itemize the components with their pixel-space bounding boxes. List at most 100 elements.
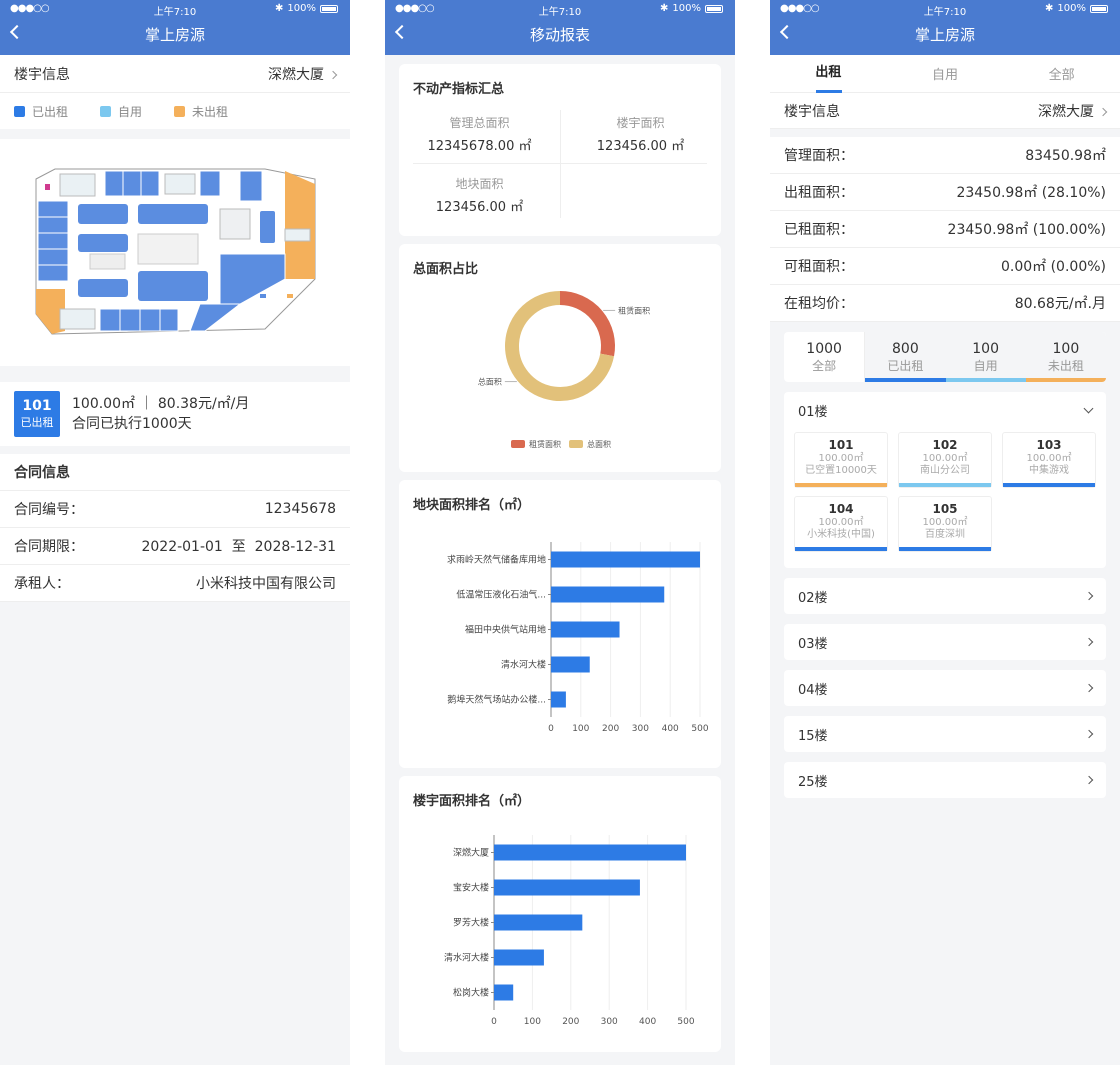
- page-title: 掌上房源: [914, 26, 975, 44]
- room-card[interactable]: 101 100.00㎡ 已空置10000天: [794, 432, 888, 488]
- bar: [551, 691, 566, 708]
- chevron-right-icon: [1098, 107, 1108, 116]
- legend-vacant: 未出租: [174, 103, 228, 120]
- legend-swatch: [569, 440, 583, 448]
- floor-01-panel: 01楼 101 100.00㎡ 已空置10000天 102 100.00㎡ 南山分公司 …: [784, 392, 1106, 568]
- tab-rent[interactable]: 出租: [770, 55, 887, 93]
- room-card[interactable]: 104 100.00㎡ 小米科技(中国): [794, 496, 888, 552]
- bar: [494, 844, 686, 861]
- floor-row[interactable]: 15楼: [784, 716, 1106, 752]
- count-filter: 1000 全部 800 已出租 100 自用 100 未出租: [784, 332, 1106, 382]
- building-label: 楼宇信息: [784, 103, 840, 120]
- unit-status: 已出租: [20, 416, 54, 429]
- category-label: 福田中央供气站用地: [465, 624, 546, 636]
- room-card[interactable]: 105 100.00㎡ 百度深圳: [898, 496, 992, 552]
- count-vacant[interactable]: 100 未出租: [1025, 332, 1106, 382]
- x-tick-label: 500: [691, 724, 708, 734]
- signal-icon: ●●●○○: [395, 3, 435, 14]
- building-rank-card: 楼宇面积排名（㎡） 0 100 200 300 400 500 深燃大厦 宝安大楼 罗芳大楼 清水…: [399, 776, 721, 1052]
- unit-contract-days: 合同已执行1000天: [72, 416, 192, 432]
- stat-row: 在租均价： 80.68元/㎡.月: [770, 285, 1120, 322]
- contract-title: 合同信息: [0, 454, 350, 491]
- chevron-right-icon: [1084, 683, 1094, 693]
- donut-card: 总面积占比 租赁面积 总面积 租赁面积 总面积: [399, 244, 721, 472]
- stat-row: 可租面积： 0.00㎡ (0.00%): [770, 248, 1120, 285]
- nav-bar: ●●●○○ 上午7:10 ✱ 100% 掌上房源: [770, 0, 1120, 55]
- x-tick-label: 200: [602, 724, 619, 734]
- category-label: 清水河大楼: [444, 952, 489, 964]
- chart-title: 楼宇面积排名（㎡）: [413, 794, 531, 809]
- room-card[interactable]: 102 100.00㎡ 南山分公司: [898, 432, 992, 488]
- floor-row[interactable]: 02楼: [784, 578, 1106, 614]
- donut-slice: [505, 291, 615, 401]
- x-tick-label: 300: [601, 1017, 618, 1027]
- floor-row[interactable]: 03楼: [784, 624, 1106, 660]
- floor-row[interactable]: 25楼: [784, 762, 1106, 798]
- unit-number: 101: [22, 398, 52, 414]
- battery-icon: [1090, 4, 1108, 13]
- signal-icon: ●●●○○: [10, 3, 50, 14]
- room-card[interactable]: 103 100.00㎡ 中集游戏: [1002, 432, 1096, 488]
- floor-plan[interactable]: [0, 139, 350, 366]
- status-time: 上午7:10: [153, 7, 197, 18]
- category-label: 清水河大楼: [501, 659, 546, 671]
- summary-item: 楼宇面积 123456.00 ㎡: [596, 116, 685, 154]
- bar: [551, 551, 700, 568]
- building-selector[interactable]: 楼宇信息 深燃大厦: [770, 93, 1120, 129]
- floor-plan-map[interactable]: [0, 139, 350, 366]
- bluetooth-icon: ✱: [1045, 3, 1054, 14]
- tab-self-use[interactable]: 自用: [932, 68, 959, 83]
- status-legend: 已出租 自用 未出租: [0, 93, 350, 129]
- unit-summary[interactable]: 101 已出租 100.00㎡ ｜ 80.38元/㎡/月 合同已执行1000天: [0, 382, 350, 446]
- category-label: 宝安大楼: [453, 882, 489, 894]
- chart-title: 地块面积排名（㎡）: [413, 498, 531, 513]
- contract-info: 合同信息 合同编号： 12345678 合同期限： 2022-01-01 至 202…: [0, 454, 350, 602]
- area-stats: 管理面积： 83450.98㎡ 出租面积： 23450.98㎡ (28.10%) 已…: [770, 137, 1120, 322]
- slice-label: 租赁面积: [618, 305, 650, 315]
- x-tick-label: 100: [572, 724, 589, 734]
- status-bar: ●●●○○ 上午7:10 ✱ 100%: [385, 0, 735, 19]
- bluetooth-icon: ✱: [660, 3, 669, 14]
- nav-bar: ●●●○○ 上午7:10 ✱ 100% 掌上房源: [0, 0, 350, 55]
- chevron-right-icon: [1084, 591, 1094, 601]
- battery-icon: [320, 4, 338, 13]
- building-label: 楼宇信息: [14, 66, 70, 83]
- count-all[interactable]: 1000 全部: [784, 332, 866, 382]
- battery-text: 100%: [287, 3, 316, 14]
- category-label: 松岗大楼: [453, 987, 489, 999]
- tab-bar: 出租 自用 全部: [770, 55, 1120, 93]
- count-self-use[interactable]: 100 自用: [945, 332, 1026, 382]
- x-tick-label: 200: [562, 1017, 579, 1027]
- bar: [551, 586, 665, 603]
- building-selector[interactable]: 楼宇信息 深燃大厦: [0, 55, 350, 93]
- floor-row[interactable]: 04楼: [784, 670, 1106, 706]
- contract-number: 合同编号： 12345678: [0, 491, 350, 528]
- building-value: 深燃大厦: [268, 66, 324, 83]
- stat-row: 出租面积： 23450.98㎡ (28.10%): [770, 174, 1120, 211]
- bar: [551, 656, 590, 673]
- bar: [551, 621, 620, 638]
- legend-self-use: 自用: [100, 103, 142, 120]
- battery-text: 100%: [672, 3, 701, 14]
- category-label: 深燃大厦: [453, 847, 489, 859]
- category-label: 低温常压液化石油气...: [456, 589, 546, 601]
- category-label: 求雨岭天然气储备库用地: [447, 554, 546, 566]
- land-rank-card: 地块面积排名（㎡） 0 100 200 300 400 500 求雨岭天然气储备库用地 低温常…: [399, 480, 721, 768]
- tab-all[interactable]: 全部: [1048, 68, 1075, 83]
- slice-label: 总面积: [478, 377, 502, 387]
- unit-badge: 101 已出租: [14, 391, 60, 437]
- chart-title: 总面积占比: [413, 262, 479, 277]
- x-tick-label: 0: [491, 1017, 497, 1027]
- count-rented[interactable]: 800 已出租: [865, 332, 946, 382]
- status-bar: ●●●○○ 上午7:10 ✱ 100%: [770, 0, 1120, 19]
- x-tick-label: 0: [548, 724, 554, 734]
- bar: [494, 984, 514, 1001]
- floor-01-header[interactable]: 01楼: [784, 392, 1106, 428]
- unit-area-price: 100.00㎡ ｜ 80.38元/㎡/月: [72, 396, 250, 412]
- legend-label: 总面积: [587, 439, 611, 449]
- building-value: 深燃大厦: [1038, 103, 1094, 120]
- status-bar: ●●●○○ 上午7:10 ✱ 100%: [0, 0, 350, 19]
